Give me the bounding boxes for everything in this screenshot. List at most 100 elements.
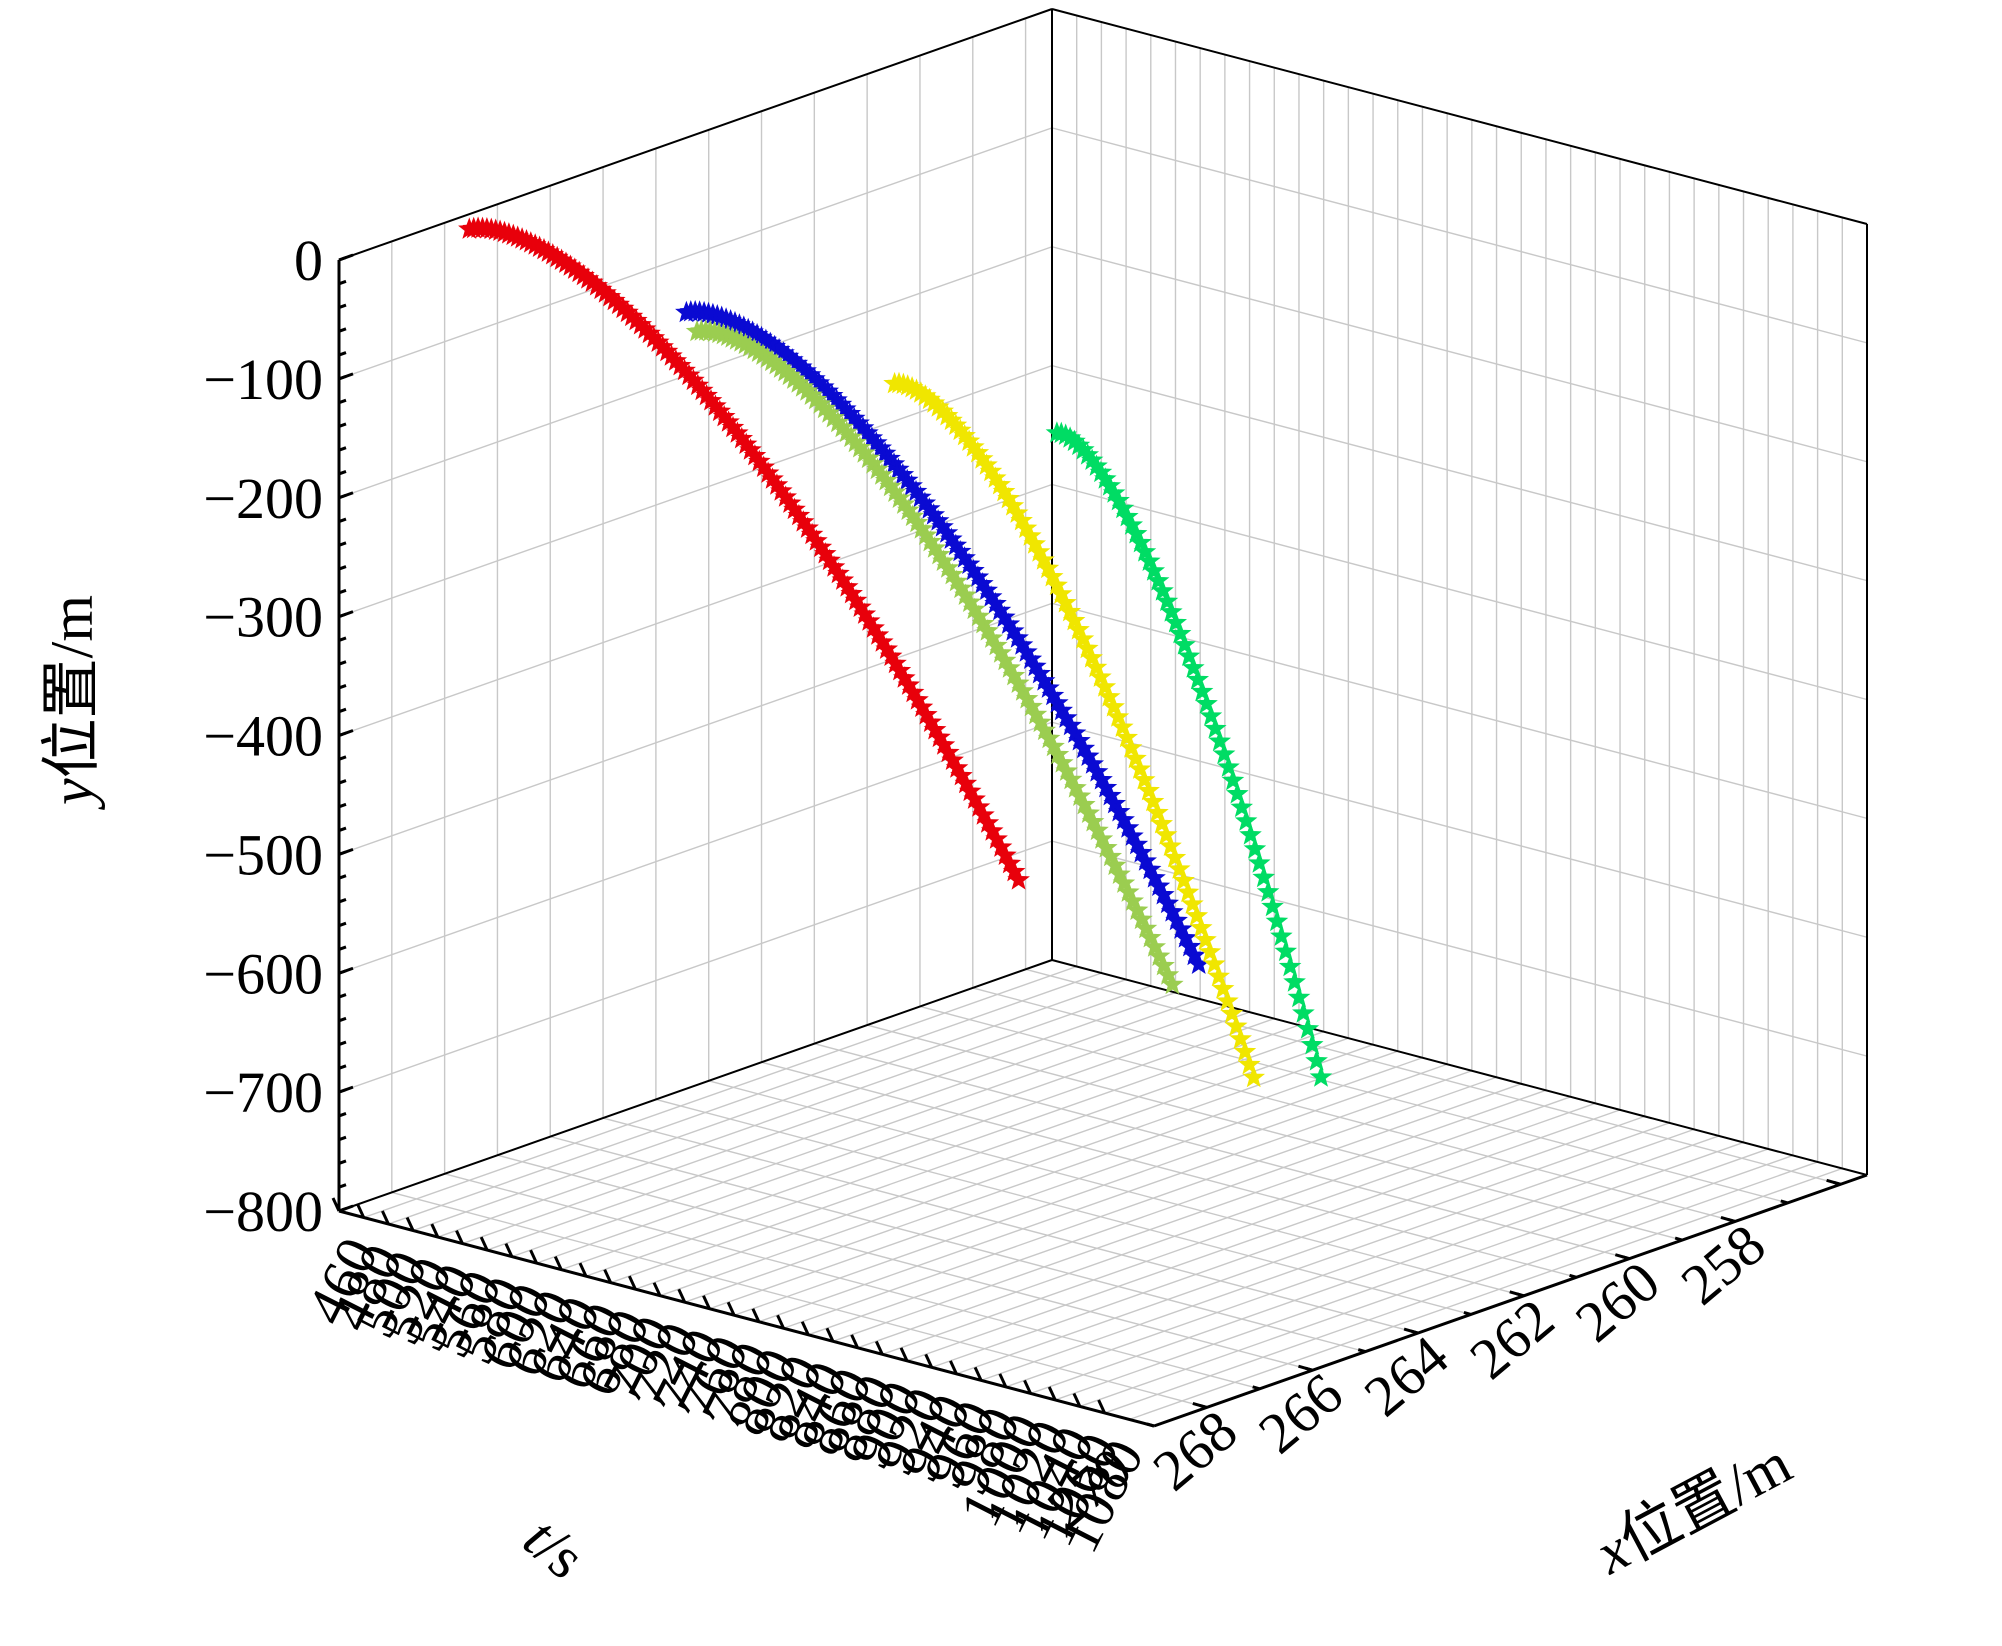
y-minor-tick xyxy=(338,279,347,286)
t-minor-tick xyxy=(1674,1236,1683,1242)
grid-line xyxy=(1051,483,1868,701)
data-point xyxy=(1204,716,1227,739)
x-tick xyxy=(850,1334,859,1349)
x-tick xyxy=(776,1314,785,1329)
grid-line xyxy=(684,1050,1398,1303)
data-point xyxy=(1216,989,1239,1011)
grid-line xyxy=(1005,1135,1720,1388)
grid-line xyxy=(1104,1161,1818,1414)
data-point xyxy=(458,217,481,239)
box-edge xyxy=(1051,959,1868,1176)
data-point xyxy=(1296,1017,1320,1039)
axes-box xyxy=(337,8,1868,1428)
grid-line xyxy=(338,602,1053,856)
tick-marks xyxy=(331,253,1842,1428)
grid-line xyxy=(709,1057,1423,1310)
x-tick xyxy=(825,1327,835,1342)
data-point xyxy=(1182,656,1205,678)
box-edge xyxy=(338,959,1053,1212)
x-tick xyxy=(751,1308,761,1323)
data-point xyxy=(1186,667,1210,690)
t-minor-tick xyxy=(1199,1403,1208,1409)
y-tick-label: −400 xyxy=(203,704,323,769)
x-tick xyxy=(529,1249,538,1264)
y-minor-tick xyxy=(338,1183,347,1189)
x-tick xyxy=(356,1203,366,1219)
t-axis-title: t/s xyxy=(512,1504,598,1591)
y-minor-tick xyxy=(338,256,347,262)
data-point xyxy=(1274,939,1298,962)
grid-line xyxy=(635,1037,1349,1290)
data-point xyxy=(1252,865,1276,888)
data-point xyxy=(1176,880,1200,903)
t-tick-label: 262 xyxy=(1458,1286,1566,1392)
grid-line xyxy=(391,1191,1207,1409)
y-minor-tick xyxy=(338,850,347,856)
y-minor-tick xyxy=(338,612,347,619)
grid-line xyxy=(536,1011,1250,1264)
data-point xyxy=(1211,977,1235,999)
grid-line xyxy=(412,978,1127,1232)
y-minor-tick xyxy=(338,398,347,405)
series-1 xyxy=(458,216,1030,890)
x-tick xyxy=(1072,1392,1082,1408)
y-minor-tick xyxy=(338,993,347,999)
t-minor-tick xyxy=(1516,1292,1525,1298)
grid-line xyxy=(882,1102,1596,1355)
grid-line xyxy=(338,364,1053,618)
data-point xyxy=(883,371,906,394)
series-layer xyxy=(458,216,1333,1088)
grid-line xyxy=(1079,1154,1794,1408)
y-minor-tick xyxy=(338,470,347,476)
grid-line xyxy=(758,1070,1473,1323)
y-minor-tick xyxy=(338,303,347,309)
x-tick xyxy=(405,1216,415,1232)
data-point xyxy=(1265,909,1289,932)
data-point xyxy=(1230,795,1254,818)
data-point xyxy=(1305,1049,1328,1071)
y-axis-title: y位置/m xyxy=(39,595,105,811)
data-point xyxy=(1300,1033,1324,1055)
data-point xyxy=(675,300,698,323)
data-point xyxy=(1233,1039,1257,1062)
x-axis-line xyxy=(338,1209,1155,1428)
x-tick xyxy=(578,1262,588,1277)
t-minor-tick xyxy=(1621,1255,1630,1261)
x-tick xyxy=(800,1321,810,1336)
box-edge xyxy=(338,8,1053,261)
data-point xyxy=(1234,809,1258,831)
data-point xyxy=(1242,1065,1266,1088)
x-tick xyxy=(504,1242,514,1258)
y-minor-tick xyxy=(338,945,347,951)
grid-line xyxy=(659,1044,1374,1297)
y-minor-tick xyxy=(338,1207,347,1213)
x-tick xyxy=(949,1360,958,1375)
data-point xyxy=(1194,928,1217,950)
x-tick xyxy=(455,1229,464,1245)
x-tick xyxy=(899,1347,909,1362)
x-tick xyxy=(677,1288,687,1303)
y-minor-tick xyxy=(338,826,347,833)
grid-line xyxy=(602,1117,1419,1334)
t-tick-label: 264 xyxy=(1352,1323,1460,1429)
data-point xyxy=(1154,823,1178,845)
grid-line xyxy=(610,1031,1324,1284)
data-point xyxy=(1217,755,1240,777)
y-minor-tick xyxy=(338,351,347,357)
y-minor-tick xyxy=(338,1159,347,1165)
y-minor-tick xyxy=(338,1040,347,1046)
y-tick-label: −200 xyxy=(203,466,323,531)
x-tick xyxy=(381,1210,390,1225)
grid-line xyxy=(708,1080,1524,1297)
y-minor-tick xyxy=(338,493,347,500)
y-minor-tick xyxy=(338,374,347,381)
data-point xyxy=(685,319,709,342)
data-point xyxy=(1172,868,1195,891)
series-2 xyxy=(675,299,1211,974)
y-minor-tick xyxy=(338,588,347,595)
data-point xyxy=(1199,704,1223,726)
x-tick xyxy=(702,1295,711,1310)
grid-line xyxy=(550,1135,1366,1353)
t-tick-label: 266 xyxy=(1246,1360,1354,1466)
